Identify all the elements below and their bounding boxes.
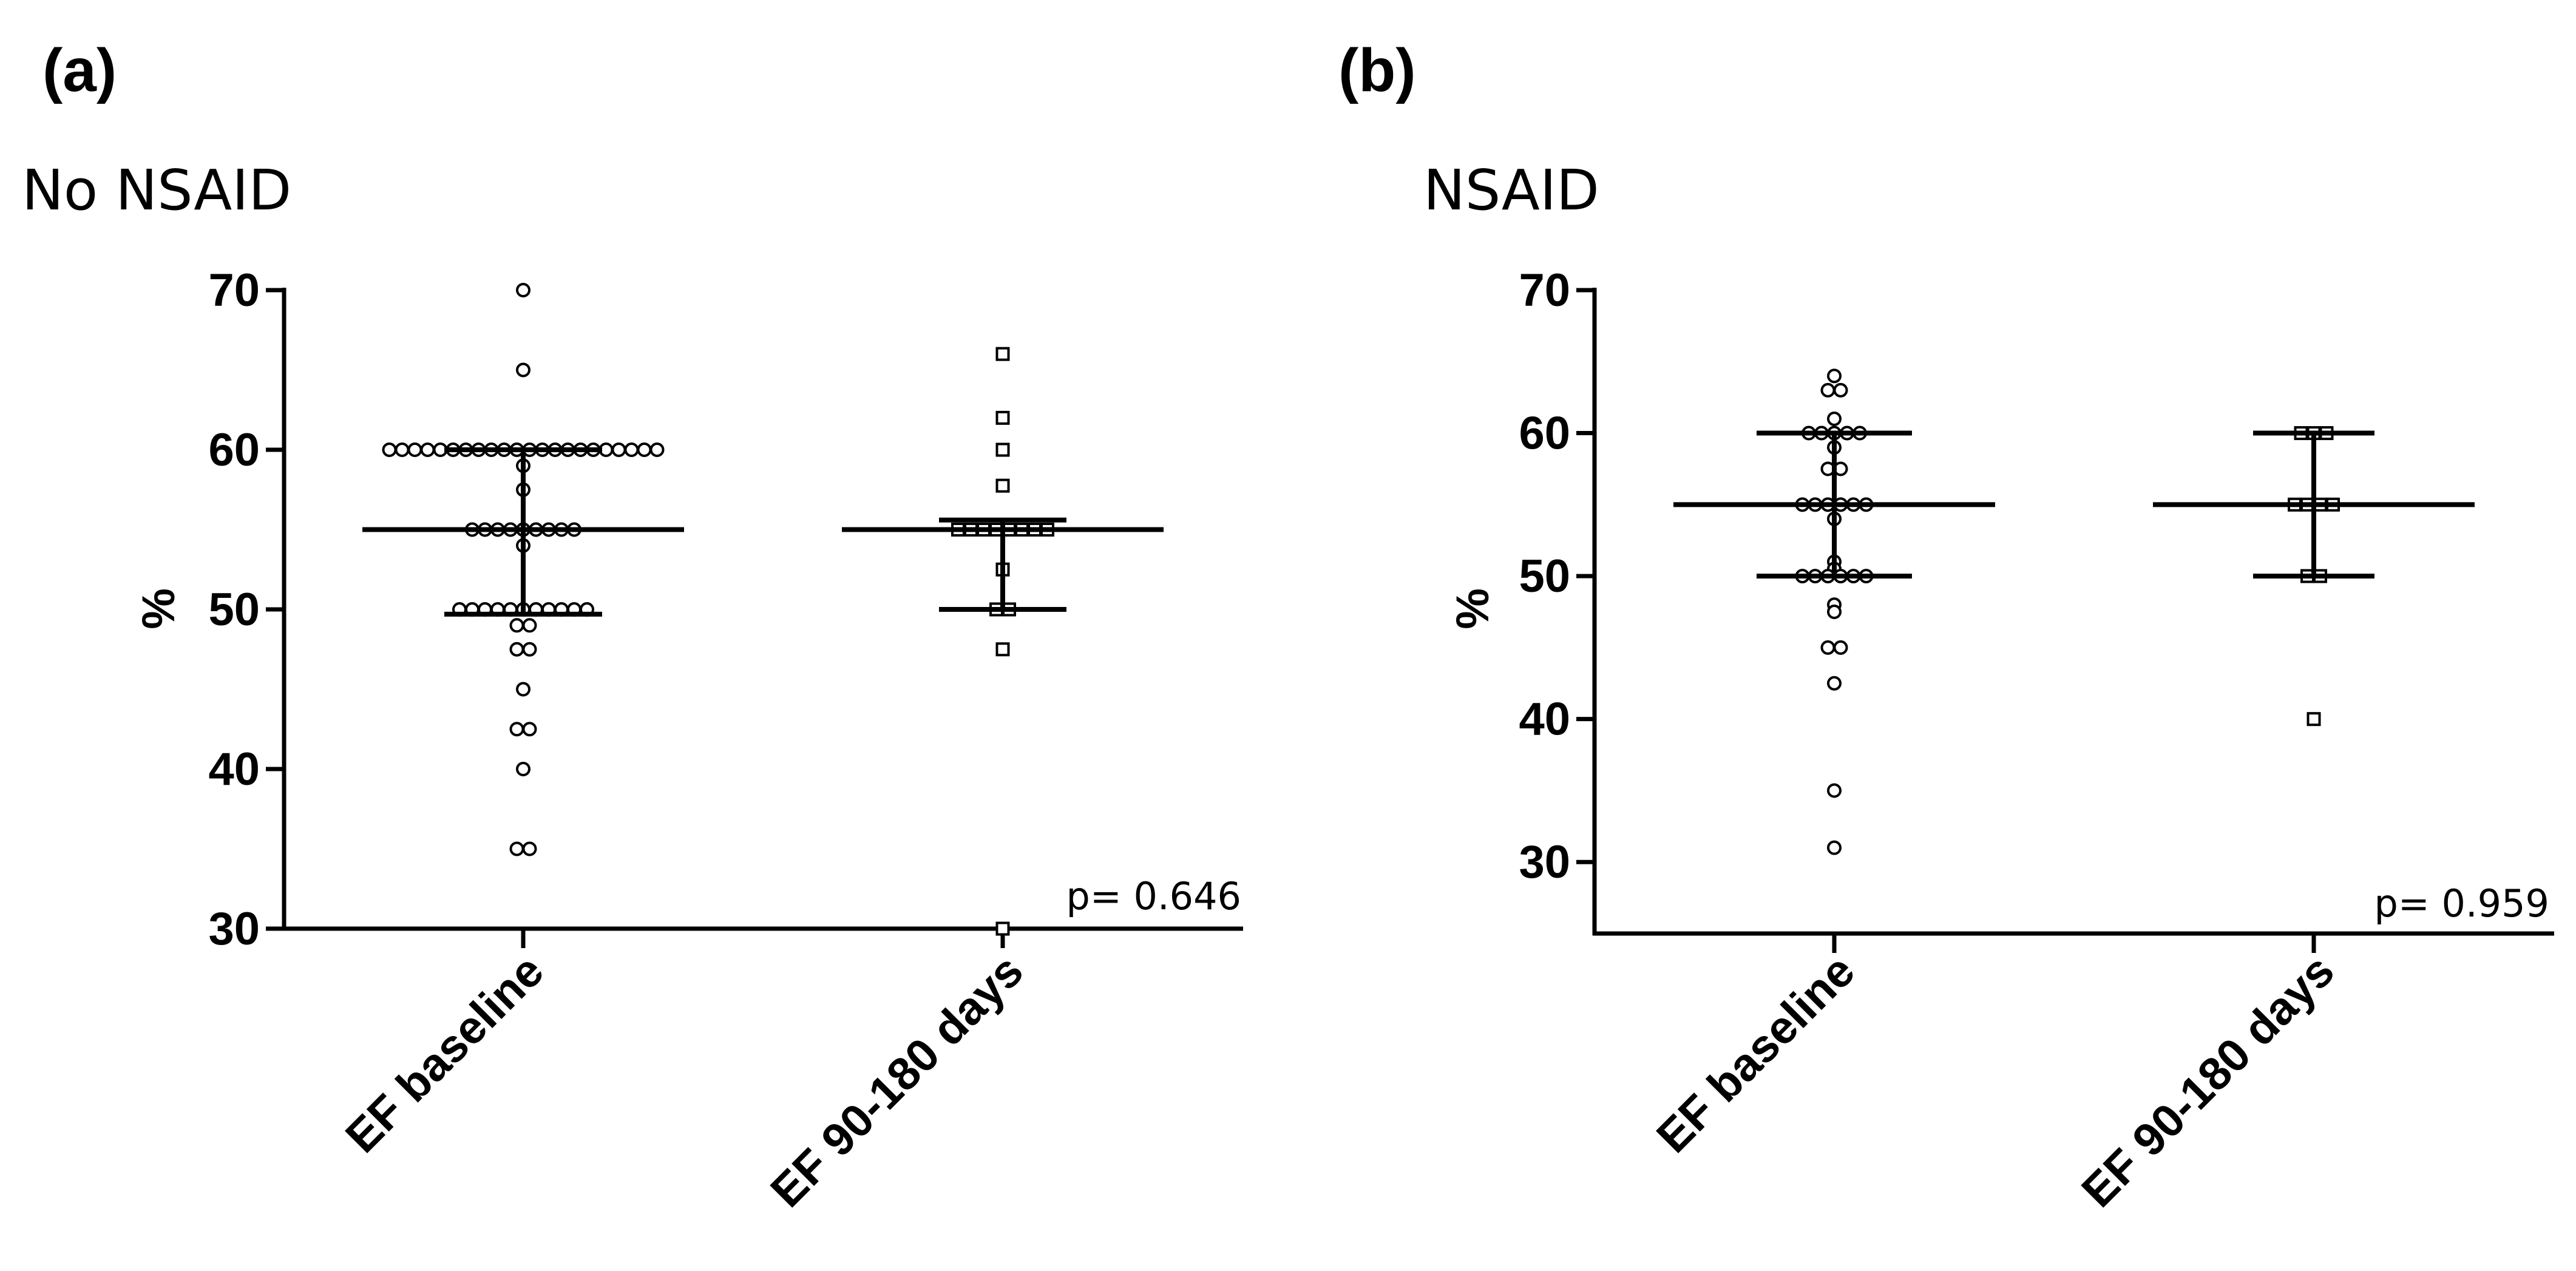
panel-a-y-tick-label: 50 <box>208 584 260 636</box>
panel-b-point-square <box>2307 712 2321 727</box>
panel-b-letter: (b) <box>1338 36 1416 104</box>
panel-a-point-circle <box>516 682 530 697</box>
panel-b-y-tick-label: 40 <box>1519 694 1570 745</box>
panel-b-y-tick-label: 50 <box>1519 551 1570 602</box>
panel-a-point-circle <box>382 442 397 457</box>
panel-a-point-square <box>995 442 1010 457</box>
panel-b-point-circle <box>1820 640 1835 655</box>
panel-a: (a) No NSAID % 30 40 50 60 70 EF baseline EF… <box>22 36 1243 1217</box>
panel-a-point-circle <box>509 618 524 633</box>
panel-a-point-circle <box>624 442 639 457</box>
panel-a-point-circle <box>611 442 626 457</box>
panel-a-point-circle <box>509 841 524 856</box>
panel-a-point-square <box>995 642 1010 657</box>
panel-a-category-label-1: EF 90-180 days <box>761 945 1033 1217</box>
panel-a-point-circle <box>522 841 537 856</box>
panel-a-point-circle <box>522 618 537 633</box>
panel-a-y-tick-label: 60 <box>208 424 260 476</box>
panel-a-point-square <box>995 478 1010 493</box>
panel-b-point-circle <box>1827 783 1842 798</box>
panel-b-point-circle <box>1833 382 1848 398</box>
panel-a-point-circle <box>522 642 537 657</box>
panel-a-title: No NSAID <box>22 158 291 223</box>
panel-a-y-tick-label: 40 <box>208 744 260 795</box>
panel-b-point-circle <box>1827 840 1842 855</box>
panel-a-point-circle <box>509 722 524 737</box>
panel-a-marks <box>362 283 1164 936</box>
panel-a-point-circle <box>509 642 524 657</box>
panel-a-letter: (a) <box>42 36 117 104</box>
panel-b-point-circle <box>1827 412 1842 426</box>
panel-a-point-square <box>995 347 1010 361</box>
panel-a-point-square <box>995 921 1010 936</box>
panel-b-y-tick-label: 30 <box>1519 836 1570 888</box>
panel-b-point-circle <box>1827 605 1842 619</box>
panel-a-point-circle <box>637 442 652 457</box>
panel-a-y-label: % <box>133 588 185 629</box>
panel-b-y-tick-label: 70 <box>1519 265 1570 316</box>
panel-b-category-label-0: EF baseline <box>1647 945 1865 1163</box>
panel-a-point-circle <box>395 442 410 457</box>
panel-a-point-circle <box>649 442 665 457</box>
panel-a-point-circle <box>420 442 435 457</box>
panel-a-point-circle <box>407 442 422 457</box>
panel-a-p-value: p= 0.646 <box>1066 874 1241 918</box>
panel-b-axes: 30 40 50 60 70 <box>1519 265 2554 953</box>
panel-a-point-circle <box>522 722 537 737</box>
panel-b-y-tick-label: 60 <box>1519 408 1570 459</box>
panel-a-y-tick-label: 30 <box>208 903 260 955</box>
panel-b-point-circle <box>1820 382 1835 398</box>
panel-a-point-circle <box>516 762 530 776</box>
panel-a-category-label-0: EF baseline <box>336 945 554 1163</box>
panel-b-point-circle <box>1833 640 1848 655</box>
panel-a-axes: 30 40 50 60 70 <box>208 265 1243 955</box>
panel-b-p-value: p= 0.959 <box>2374 881 2549 926</box>
panel-b-category-label-1: EF 90-180 days <box>2072 945 2344 1217</box>
panel-b: (b) NSAID % 30 40 50 60 70 EF baseline EF 90… <box>1338 36 2554 1217</box>
panel-b-point-circle <box>1827 676 1842 691</box>
panel-a-point-circle <box>516 283 530 297</box>
panel-b-y-label: % <box>1447 588 1499 629</box>
panel-a-point-square <box>995 410 1010 425</box>
panel-b-title: NSAID <box>1423 158 1599 223</box>
panel-a-y-tick-label: 70 <box>208 265 260 316</box>
panel-b-point-circle <box>1827 368 1842 384</box>
panel-b-marks <box>1673 368 2475 855</box>
panel-a-point-circle <box>516 362 530 378</box>
